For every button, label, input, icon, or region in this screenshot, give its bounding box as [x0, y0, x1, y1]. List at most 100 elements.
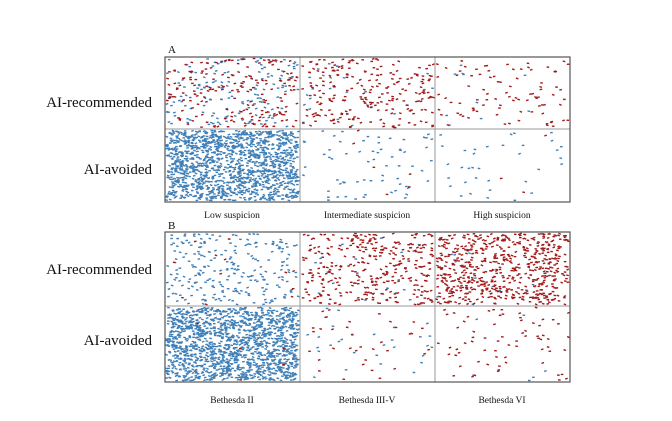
blue-point [210, 376, 214, 379]
red-point [424, 108, 427, 111]
red-point [278, 111, 282, 114]
blue-point [518, 152, 522, 155]
red-point [286, 72, 290, 75]
blue-point [241, 184, 245, 188]
red-point [488, 242, 492, 245]
blue-point [232, 139, 236, 141]
red-point [528, 243, 532, 246]
blue-point [241, 146, 245, 149]
blue-point [202, 147, 206, 149]
blue-point [171, 323, 175, 326]
blue-point [223, 295, 226, 298]
red-point [551, 93, 555, 96]
red-point [178, 118, 182, 122]
blue-point [278, 195, 281, 197]
blue-point [279, 339, 282, 343]
red-point [492, 240, 496, 243]
blue-point [230, 357, 233, 360]
blue-point [247, 159, 251, 162]
blue-point [248, 121, 252, 123]
blue-point [293, 172, 297, 175]
blue-point [186, 159, 190, 163]
red-point [246, 90, 250, 93]
red-point [532, 236, 536, 239]
red-point [344, 110, 348, 113]
blue-point [214, 79, 217, 83]
blue-point [169, 193, 173, 196]
blue-point [229, 256, 233, 259]
red-point [360, 84, 364, 87]
blue-point [245, 177, 249, 180]
red-point [337, 65, 341, 68]
red-point [422, 92, 426, 95]
red-point [349, 281, 353, 284]
red-point [480, 288, 484, 291]
blue-point [269, 160, 273, 163]
red-point [352, 142, 356, 145]
blue-point [214, 134, 218, 137]
red-point [212, 78, 215, 80]
blue-point [227, 365, 231, 368]
blue-point [215, 238, 218, 242]
blue-point [215, 369, 219, 372]
blue-point [251, 178, 255, 181]
scatter-cell [301, 232, 435, 306]
blue-point [285, 280, 289, 283]
blue-point [185, 170, 188, 172]
red-point [372, 255, 376, 258]
blue-point [257, 351, 261, 353]
red-point [471, 107, 475, 110]
blue-point [191, 152, 194, 155]
blue-point [247, 314, 251, 317]
blue-point [290, 182, 294, 185]
red-point [449, 290, 452, 292]
red-point [404, 89, 408, 92]
blue-point [176, 71, 180, 74]
red-point [457, 280, 461, 283]
red-point [341, 99, 345, 102]
blue-point [183, 298, 187, 301]
blue-point [253, 93, 257, 96]
blue-point [291, 160, 295, 163]
red-point [564, 234, 567, 237]
blue-point [252, 301, 256, 304]
red-point [322, 266, 326, 269]
red-point [502, 253, 505, 256]
blue-point [179, 184, 182, 186]
red-point [517, 287, 520, 289]
blue-point [190, 358, 194, 361]
blue-point [188, 171, 192, 174]
red-point [442, 238, 446, 241]
red-point [361, 241, 365, 244]
red-point [221, 73, 225, 76]
red-point [379, 65, 383, 68]
blue-point [305, 93, 309, 97]
blue-point [436, 295, 440, 298]
blue-point [239, 157, 243, 159]
blue-point [180, 195, 184, 199]
red-point [536, 296, 540, 299]
red-point [276, 106, 280, 109]
blue-point [289, 151, 293, 154]
red-point [496, 80, 500, 83]
blue-point [243, 186, 247, 189]
red-point [407, 186, 411, 188]
blue-point [172, 182, 175, 185]
blue-point [179, 165, 183, 167]
red-point [531, 255, 534, 258]
blue-point [281, 247, 285, 250]
red-point [545, 124, 549, 127]
red-point [471, 266, 474, 268]
blue-point [275, 315, 279, 317]
blue-point [281, 86, 284, 89]
blue-point [170, 104, 173, 107]
blue-point [291, 194, 294, 197]
red-point [202, 95, 206, 99]
blue-point [199, 173, 203, 176]
blue-point [286, 136, 289, 140]
red-point [482, 104, 485, 106]
red-point [427, 233, 431, 236]
blue-point [243, 180, 247, 183]
blue-point [246, 162, 249, 165]
red-point [395, 69, 399, 73]
